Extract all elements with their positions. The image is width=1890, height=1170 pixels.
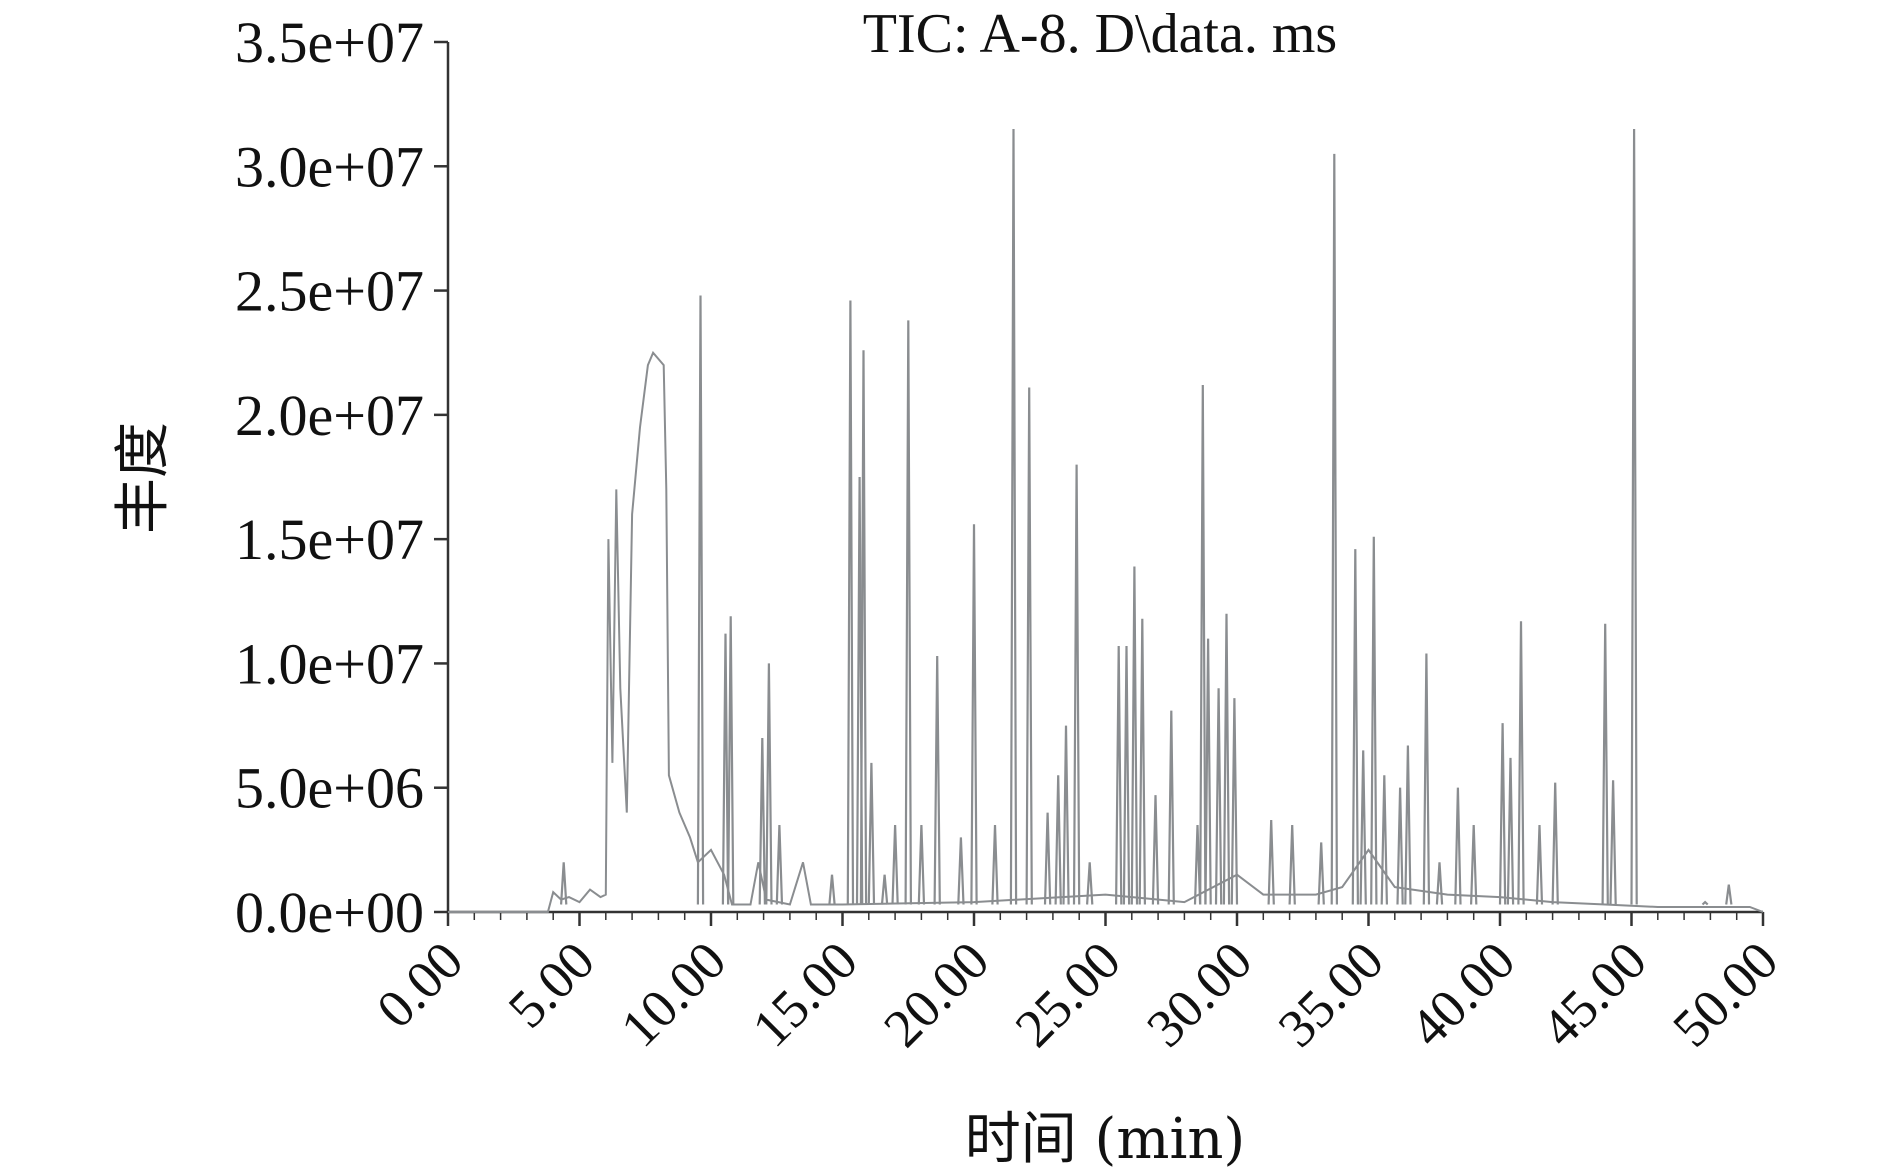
- x-tick-group: 0.00 5.00 10.00 15.00 20.00 25.00 30.00 35.00 40…: [365, 912, 1789, 1058]
- chromatogram-peak: [904, 320, 912, 905]
- chromatogram-peak: [1009, 128, 1018, 905]
- chromatogram-peak: [1630, 128, 1638, 905]
- chromatogram-peak: [1214, 688, 1223, 905]
- x-minor-tick-group: [473, 912, 1738, 920]
- chromatogram-peak: [696, 295, 705, 905]
- y-tick-label: 3.0e+07: [235, 134, 424, 199]
- x-tick-label: 35.00: [1267, 930, 1395, 1058]
- axes: [446, 42, 1763, 914]
- x-tick-label: 25.00: [1004, 930, 1132, 1058]
- chromatogram-peak: [1230, 698, 1239, 905]
- chromatogram-peak: [1404, 745, 1412, 905]
- x-tick-label: 50.00: [1661, 930, 1789, 1058]
- x-tick-label: 0.00: [365, 930, 474, 1039]
- chromatogram-peak: [1601, 623, 1609, 905]
- chromatogram-peak: [1396, 787, 1404, 905]
- chromatogram-peak: [1199, 384, 1207, 905]
- chromatogram-peak: [1222, 613, 1231, 905]
- x-tick-label: 30.00: [1135, 930, 1263, 1058]
- chromatogram-peak: [1498, 723, 1507, 905]
- chromatogram-peak: [859, 350, 868, 905]
- y-tick-label: 2.5e+07: [235, 259, 424, 324]
- chromatogram-peak: [1551, 782, 1559, 905]
- chromatogram-peak: [765, 663, 773, 905]
- x-tick-label: 40.00: [1398, 930, 1526, 1058]
- chromatogram-peak: [1167, 710, 1175, 905]
- chromatogram-peak: [1025, 387, 1033, 905]
- chromatogram-peak: [1288, 824, 1296, 905]
- chart-title: TIC: A-8. D\data. ms: [863, 3, 1337, 65]
- tic-baseline-trace: [448, 350, 1764, 913]
- chromatogram-peak: [1122, 645, 1131, 905]
- chromatogram-peak: [917, 824, 926, 905]
- chromatogram-peak: [1351, 549, 1359, 905]
- chromatogram-peak: [1330, 153, 1338, 905]
- x-tick-label: 45.00: [1530, 930, 1658, 1058]
- chromatogram-peak: [1138, 618, 1146, 905]
- chromatogram-peak: [1535, 824, 1544, 905]
- chromatogram-peak: [1380, 775, 1388, 905]
- x-tick-label: 5.00: [497, 930, 606, 1039]
- chromatogram-peak: [1370, 536, 1378, 905]
- chromatogram-peak: [775, 824, 784, 905]
- chromatogram-peak: [891, 824, 899, 905]
- chromatogram-peak: [957, 837, 965, 905]
- chromatogram-peak: [1517, 621, 1525, 905]
- chromatogram-peak: [1435, 862, 1444, 905]
- chromatogram-peak: [1470, 824, 1478, 905]
- chromatogram-peak: [1062, 725, 1070, 905]
- chromatogram-peak: [1701, 900, 1709, 906]
- chromatogram-peak: [933, 655, 941, 905]
- chromatogram-peak: [1422, 653, 1431, 905]
- y-axis-label: 丰度: [111, 422, 176, 534]
- chromatogram-peak: [970, 524, 978, 905]
- chromatogram-peak: [991, 824, 999, 905]
- y-tick-label: 1.5e+07: [235, 507, 424, 572]
- chromatogram-peak: [721, 633, 730, 905]
- chromatogram-peak: [1267, 819, 1275, 905]
- chromatogram-peak: [560, 862, 568, 905]
- chromatogram-peak: [1086, 862, 1094, 905]
- y-tick-label: 1.0e+07: [235, 631, 424, 696]
- chromatogram-peak: [1609, 780, 1617, 905]
- chromatogram-peak: [846, 300, 855, 905]
- x-axis-label: 时间 (min): [965, 1107, 1246, 1170]
- y-tick-group: 0.0e+00 5.0e+06 1.0e+07 1.5e+07 2.0e+07 2.5e+…: [235, 10, 448, 945]
- y-tick-label: 0.0e+00: [235, 880, 424, 945]
- y-tick-label: 2.0e+07: [235, 383, 424, 448]
- chromatogram-peak: [1725, 884, 1733, 905]
- chromatogram-peak: [867, 762, 876, 905]
- tic-peak-group: [560, 128, 1733, 906]
- chromatogram-peak: [727, 616, 735, 905]
- chromatogram-peak: [1115, 645, 1123, 905]
- chromatogram-peak: [1454, 787, 1462, 905]
- chromatogram-peak: [828, 874, 836, 905]
- chromatogram-peak: [1359, 750, 1367, 905]
- chromatogram-peak: [880, 874, 889, 905]
- x-tick-label: 20.00: [872, 930, 1000, 1058]
- chromatogram-peak: [1506, 757, 1515, 905]
- chromatogram-peak: [758, 737, 766, 905]
- chromatogram-peak: [1204, 638, 1212, 905]
- chromatogram-peak: [1054, 775, 1062, 905]
- plot-area: [448, 128, 1764, 913]
- chromatogram-peak: [1072, 464, 1081, 905]
- chromatogram-peak: [1317, 842, 1325, 905]
- x-tick-label: 10.00: [609, 930, 737, 1058]
- chromatogram-peak: [1043, 812, 1052, 905]
- y-tick-label: 5.0e+06: [235, 756, 424, 821]
- x-tick-label: 15.00: [741, 930, 869, 1058]
- y-tick-label: 3.5e+07: [235, 10, 424, 75]
- chromatogram-peak: [1130, 566, 1139, 905]
- chromatogram-peak: [1151, 795, 1160, 905]
